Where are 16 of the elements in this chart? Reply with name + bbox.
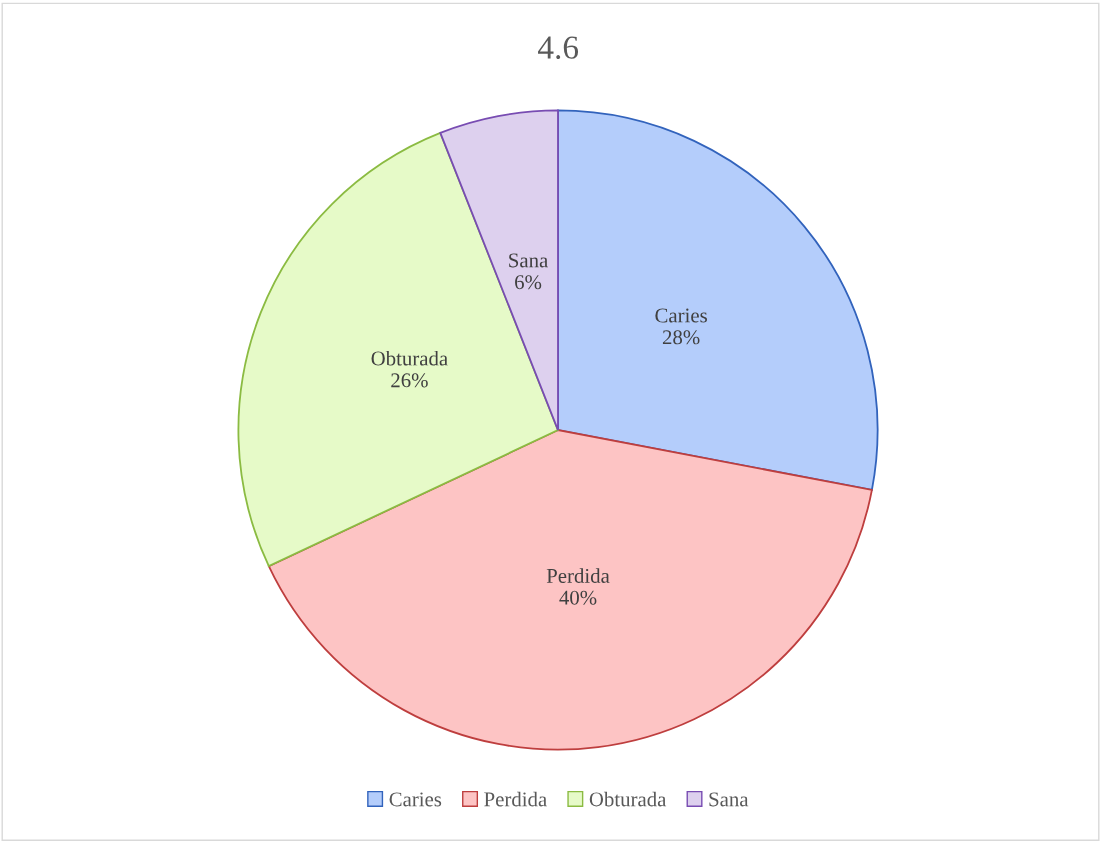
chart-title: 4.6 bbox=[538, 36, 579, 60]
slice-label: Obturada bbox=[371, 350, 448, 366]
data-label: 6% bbox=[515, 275, 542, 290]
data-label: 26% bbox=[391, 373, 428, 388]
pie-slice bbox=[267, 429, 873, 751]
data-label: 28% bbox=[662, 330, 700, 345]
slice-label: Sana bbox=[509, 253, 549, 268]
slice-label: Caries bbox=[655, 308, 707, 323]
legend-label: Obturada bbox=[589, 791, 667, 807]
legend-label: Perdida bbox=[484, 791, 547, 807]
slice-label: Perdida bbox=[546, 568, 610, 583]
pie-slice bbox=[237, 132, 559, 568]
data-label: 40% bbox=[559, 590, 597, 605]
legend-label: Caries bbox=[389, 792, 442, 807]
legend-label: Sana bbox=[709, 792, 749, 807]
pie-slice bbox=[557, 109, 879, 491]
